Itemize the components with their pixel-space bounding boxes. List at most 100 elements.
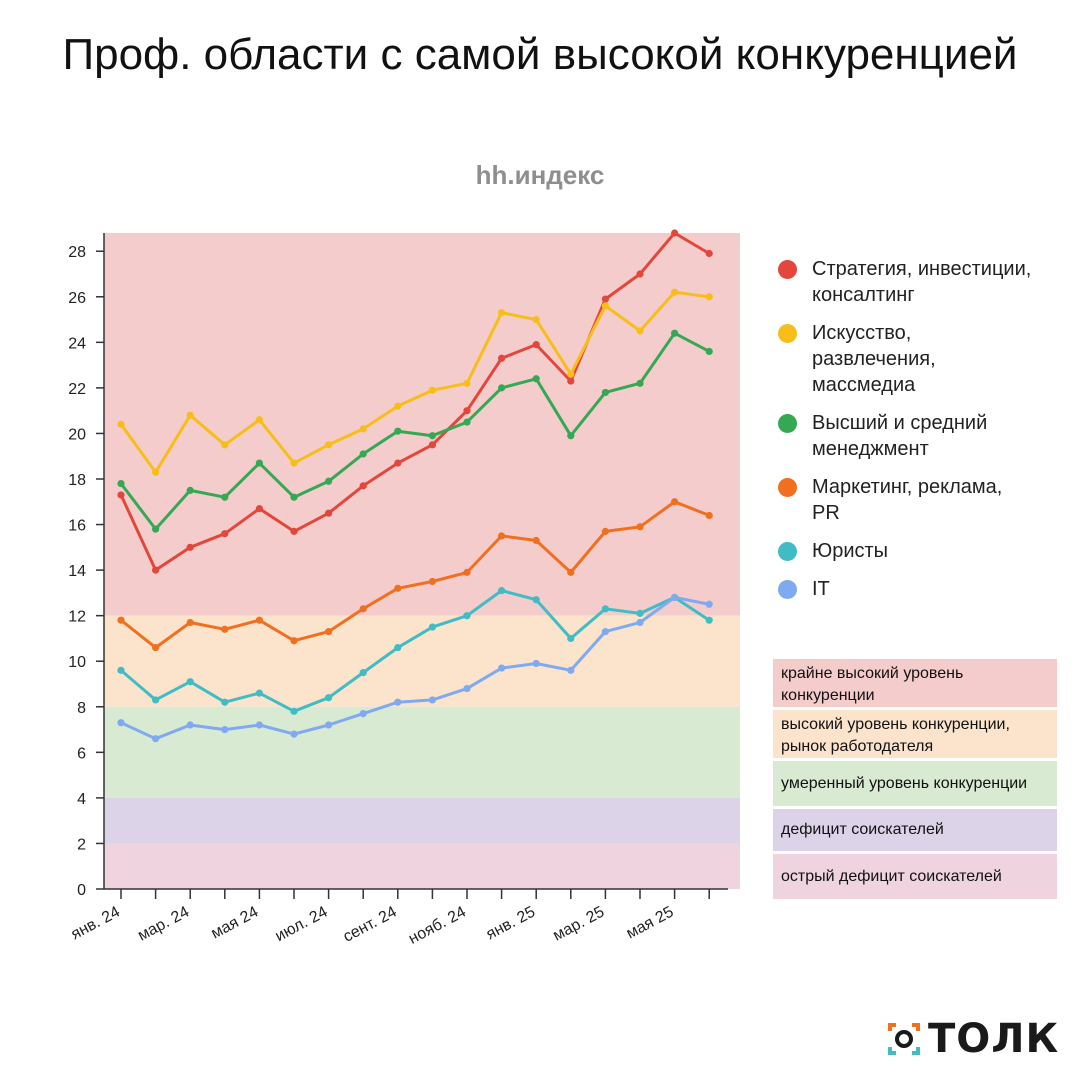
data-point (428, 696, 436, 704)
data-point (567, 568, 575, 576)
y-tick-label: 8 (77, 700, 86, 717)
data-point (325, 509, 333, 517)
x-tick-label: мар. 24 (135, 903, 192, 944)
data-point (186, 678, 194, 686)
data-point (532, 659, 540, 668)
data-point (290, 730, 298, 738)
legend-label: Маркетинг, реклама, PR (812, 476, 1003, 524)
data-point (601, 302, 610, 310)
data-point (394, 402, 402, 410)
data-point (325, 477, 333, 485)
data-point (325, 694, 333, 702)
y-tick-label: 14 (68, 563, 86, 580)
data-point (186, 543, 194, 551)
data-point (463, 684, 471, 693)
y-tick-label: 24 (68, 335, 86, 352)
data-point (601, 388, 610, 397)
data-point (636, 270, 644, 278)
data-point (290, 493, 298, 501)
data-point (117, 666, 125, 674)
data-point (152, 525, 160, 533)
data-point (705, 293, 713, 301)
series-line-4 (119, 589, 711, 713)
data-point (325, 441, 333, 449)
y-tick-label: 12 (68, 609, 86, 626)
data-point (601, 605, 610, 613)
logo-mark-icon (888, 1023, 920, 1055)
data-point (705, 600, 713, 608)
data-point (601, 527, 610, 535)
logo-text: ТОЛК (928, 1016, 1060, 1062)
data-point (359, 482, 367, 490)
data-point (394, 643, 402, 652)
data-point (152, 696, 160, 704)
data-point (532, 315, 540, 324)
data-point (567, 370, 575, 378)
data-point (428, 432, 436, 440)
x-tick-label: сент. 24 (340, 903, 399, 945)
legend-item: Высший и средний менеджмент (778, 410, 1032, 462)
data-point (394, 584, 402, 592)
data-point (498, 532, 506, 540)
data-point (532, 596, 540, 604)
data-point (636, 523, 644, 531)
data-point (255, 416, 263, 424)
x-tick-label: мая 25 (624, 903, 677, 942)
data-point (359, 710, 367, 718)
data-point (186, 486, 194, 494)
data-point (705, 616, 713, 624)
data-point (117, 479, 125, 488)
zone-label: острый дефицит соискателей (773, 854, 1057, 899)
data-point (255, 721, 263, 729)
legend-marker-icon (778, 324, 797, 343)
data-point (290, 527, 298, 535)
data-point (394, 459, 402, 467)
x-tick-label: нояб. 24 (406, 903, 469, 947)
page-title: Проф. области с самой высокой конкуренци… (62, 30, 1018, 79)
data-point (290, 459, 298, 467)
legend-label: Высший и средний менеджмент (812, 412, 988, 460)
y-tick-label: 26 (68, 290, 86, 307)
data-point (705, 347, 713, 356)
data-point (117, 491, 125, 499)
y-tick-label: 2 (77, 836, 86, 853)
data-point (671, 498, 679, 506)
data-point (428, 441, 436, 449)
data-point (117, 616, 125, 624)
data-point (671, 288, 679, 296)
x-tick-label: янв. 24 (68, 903, 123, 943)
data-point (463, 612, 471, 620)
y-tick-label: 10 (68, 654, 86, 671)
data-point (255, 459, 263, 467)
data-point (671, 229, 679, 237)
y-tick-label: 18 (68, 472, 86, 489)
legend-item: Маркетинг, реклама, PR (778, 474, 1032, 526)
y-tick-label: 28 (68, 244, 86, 261)
data-point (359, 425, 367, 433)
data-point (463, 379, 471, 387)
legend-label: Искусство, развлечения, массмедиа (812, 322, 936, 396)
data-point (463, 407, 471, 415)
data-point (359, 450, 367, 458)
data-point (428, 386, 436, 394)
data-point (428, 577, 436, 586)
data-point (325, 628, 333, 636)
x-tick-label: июл. 24 (273, 903, 331, 945)
x-tick-label: мар. 25 (550, 903, 607, 944)
legend-marker-icon (778, 414, 797, 433)
y-tick-label: 4 (77, 791, 86, 808)
legend-marker-icon (778, 260, 797, 279)
chart-subtitle: hh.индекс (475, 160, 605, 190)
data-point (671, 593, 679, 602)
series-layer (117, 229, 713, 743)
data-point (498, 664, 506, 672)
data-point (255, 505, 263, 513)
data-point (671, 329, 679, 337)
data-point (359, 669, 367, 677)
data-point (463, 418, 471, 426)
data-point (221, 530, 229, 538)
data-point (359, 605, 367, 613)
logo: ТОЛК (886, 1014, 1059, 1064)
data-point (705, 511, 713, 520)
data-point (117, 719, 125, 727)
